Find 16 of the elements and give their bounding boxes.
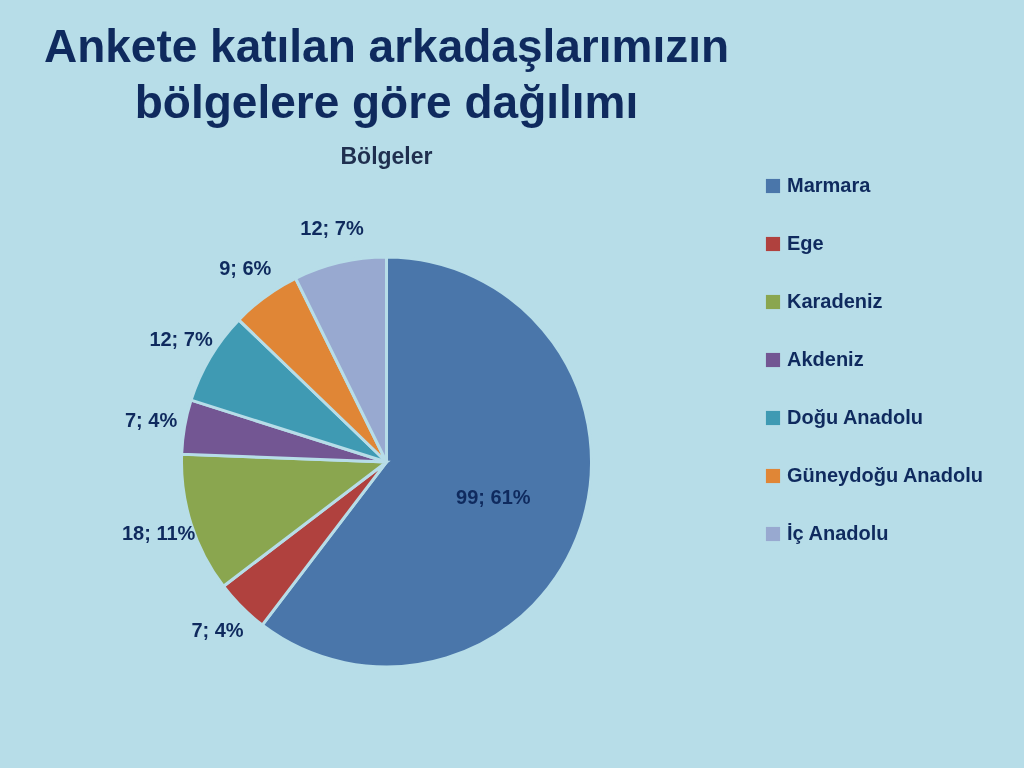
legend-label: Marmara [787,174,872,196]
data-label: 9; 6% [219,257,272,280]
legend-label: İç Anadolu [787,522,889,544]
data-label: 18; 11% [121,522,196,545]
legend-label: Akdeniz [787,348,864,370]
legend-label: Güneydoğu Anadolu [787,464,983,486]
legend-label: Ege [787,232,824,254]
data-label: 12; 7% [149,327,213,350]
data-label: 7; 4% [124,409,178,431]
data-label: 12; 7% [300,217,364,240]
data-label: 7; 4% [191,619,244,641]
legend-label: Karadeniz [787,290,883,312]
legend-label: Doğu Anadolu [787,406,923,428]
chart-subtitle: Bölgeler [340,143,433,169]
chart-title: Ankete katılan arkadaşlarımızın bölgelere göre dağılımı [43,20,730,128]
data-label: 99; 61% [456,486,531,509]
